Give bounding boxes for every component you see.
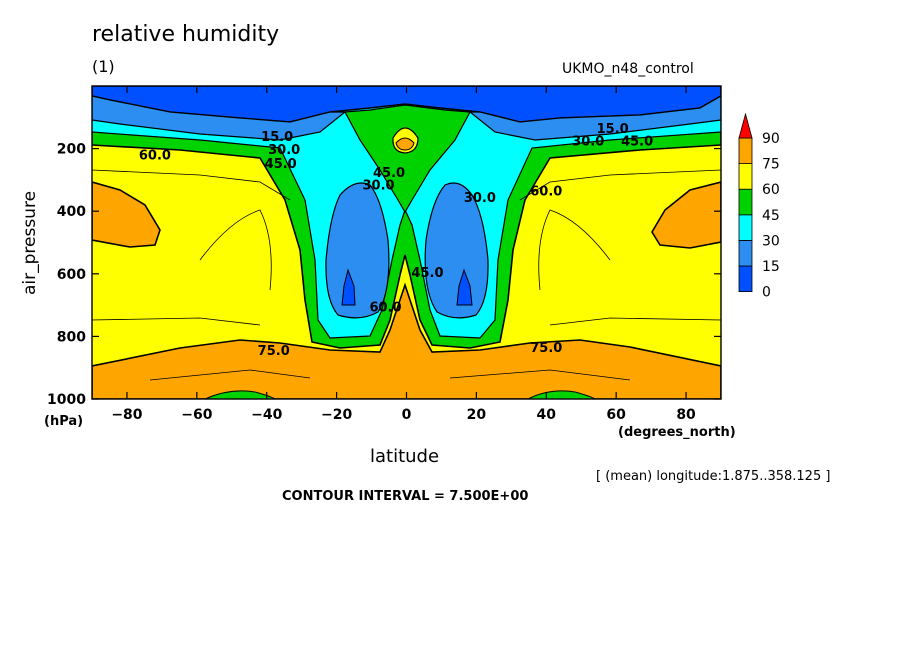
contour-label: 60.0 [139,149,171,164]
legend-label: 0 [762,285,771,301]
dataset-name: UKMO_n48_control [562,61,694,77]
legend-swatch [738,137,753,165]
contour-interval-note: CONTOUR INTERVAL = 7.500E+00 [282,489,529,504]
contour-label: 15.0 [261,130,293,145]
x-tick-label: 0 [402,407,412,423]
legend-swatch [738,214,753,241]
x-tick-label: 80 [676,407,696,423]
contour-labels: 15.030.060.045.045.030.030.0 60.015.030.0… [139,122,653,359]
legend-label: 75 [762,157,780,173]
x-axis-ticks: −80 −60 −40 −20 0 20 40 60 80 [111,86,696,423]
contour-label: 30.0 [363,178,395,193]
legend-swatch [738,163,753,190]
x-tick-label: −40 [251,407,282,423]
legend-label: 45 [762,208,780,224]
x-tick-label: 20 [467,407,487,423]
legend-label: 60 [762,182,780,198]
chart-title: relative humidity [92,22,280,47]
legend-label: 15 [762,259,780,275]
y-tick-label: 600 [57,267,86,283]
legend-label: 90 [762,131,780,147]
x-tick-label: 60 [606,407,626,423]
y-axis-ticks: 200 400 600 800 1000 [47,142,721,408]
x-tick-label: −20 [321,407,352,423]
contour-label: 60.0 [369,300,401,315]
y-tick-label: 1000 [47,392,86,408]
contour-label: 45.0 [621,134,653,149]
y-tick-label: 200 [57,142,86,158]
chart-subtitle: (1) [92,57,115,76]
x-axis-label: latitude [370,446,440,467]
legend-overflow-arrow [738,112,753,139]
x-axis-unit: (degrees_north) [618,425,736,440]
y-tick-label: 400 [57,204,86,220]
x-tick-label: 40 [537,407,557,423]
contour-field [92,86,721,399]
contour-label: 45.0 [373,166,405,181]
contour-label: 30.0 [572,134,604,149]
contour-label: 45.0 [411,266,443,281]
contour-label: 30.0 [268,143,300,158]
contour-label: 45.0 [265,157,297,172]
y-axis-unit: (hPa) [44,414,84,429]
color-legend: 0 15 30 45 60 75 90 [738,112,780,301]
contour-label: 60.0 [530,185,562,200]
contour-label: 15.0 [597,122,629,137]
y-tick-label: 800 [57,329,86,345]
x-tick-label: −80 [111,407,142,423]
mean-longitude-note: [ (mean) longitude:1.875..358.125 ] [596,469,831,484]
legend-swatch [738,265,753,293]
legend-label: 30 [762,233,780,249]
contour-label: 30.0 [464,191,496,206]
legend-swatch [738,188,753,216]
x-tick-label: −60 [181,407,212,423]
contour-label: 75.0 [530,341,562,356]
legend-swatch [738,239,753,267]
contour-label: 75.0 [258,344,290,359]
